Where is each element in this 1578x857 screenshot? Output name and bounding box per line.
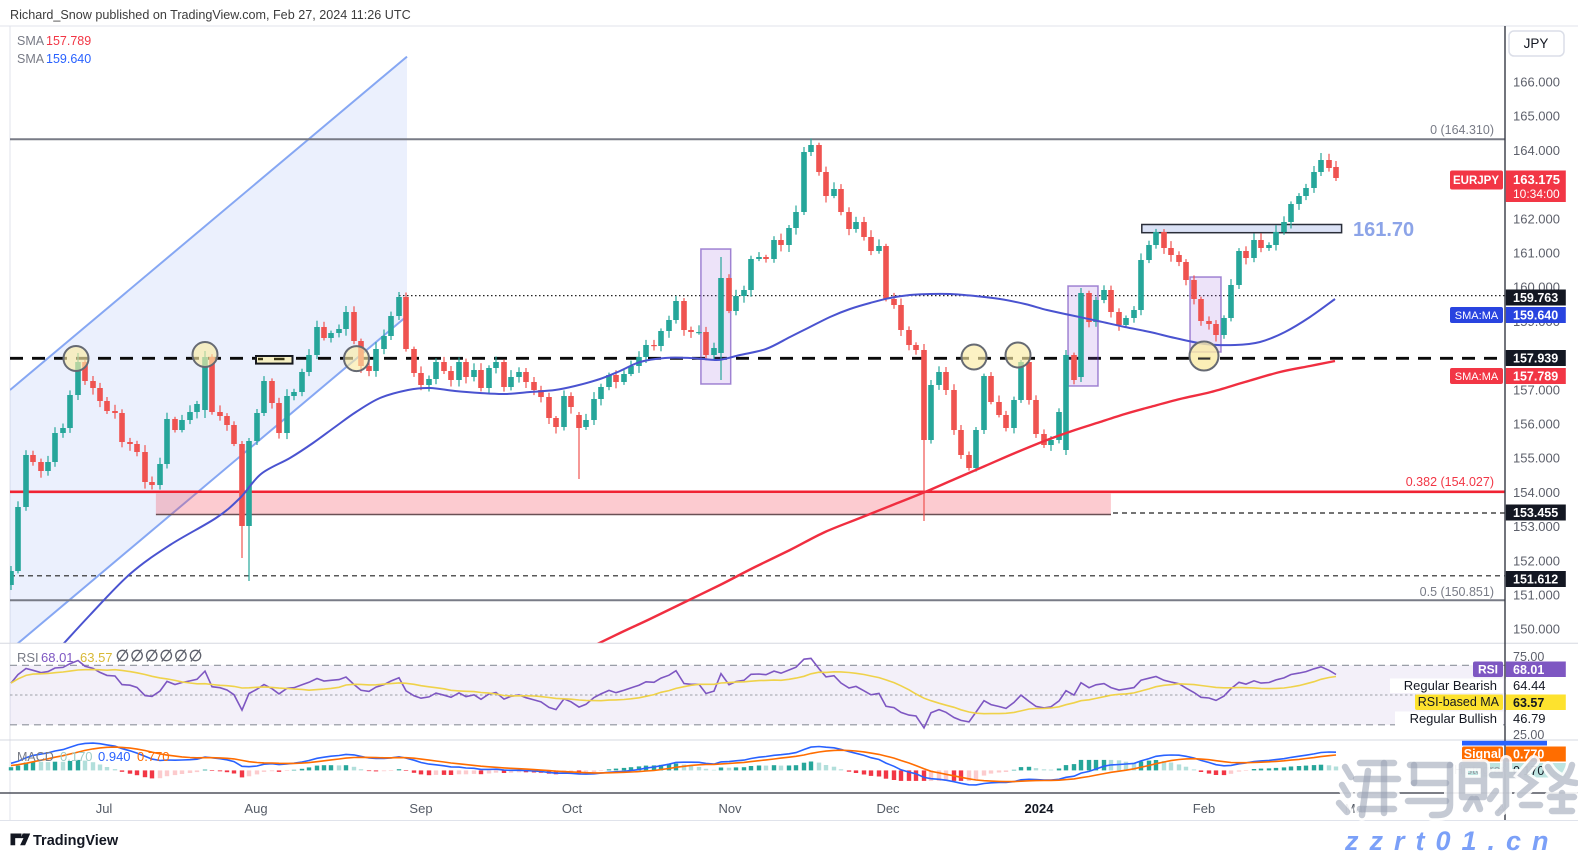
svg-text:68.01: 68.01 bbox=[41, 650, 74, 665]
svg-text:161.70: 161.70 bbox=[1353, 219, 1414, 241]
svg-text:Nov: Nov bbox=[718, 801, 742, 816]
svg-text:46.79: 46.79 bbox=[1513, 711, 1546, 726]
svg-text:159.763: 159.763 bbox=[1513, 291, 1558, 305]
svg-text:Jul: Jul bbox=[96, 801, 113, 816]
svg-text:64.44: 64.44 bbox=[1513, 678, 1546, 693]
svg-text:RSI-based MA: RSI-based MA bbox=[1418, 695, 1500, 709]
svg-text:68.01: 68.01 bbox=[1513, 663, 1544, 677]
svg-text:0 (164.310): 0 (164.310) bbox=[1430, 123, 1494, 137]
svg-text:SMA:MA: SMA:MA bbox=[1455, 371, 1499, 383]
svg-text:161.000: 161.000 bbox=[1513, 246, 1560, 261]
svg-text:164.000: 164.000 bbox=[1513, 143, 1560, 158]
svg-text:SMA: SMA bbox=[17, 34, 45, 48]
svg-text:63.57: 63.57 bbox=[1513, 696, 1544, 710]
svg-text:Signal: Signal bbox=[1464, 747, 1502, 761]
svg-text:150.000: 150.000 bbox=[1513, 622, 1560, 637]
svg-text:Richard_Snow published on Trad: Richard_Snow published on TradingView.co… bbox=[10, 8, 411, 22]
svg-text:Feb: Feb bbox=[1193, 801, 1215, 816]
svg-text:63.57: 63.57 bbox=[80, 650, 113, 665]
svg-text:166.000: 166.000 bbox=[1513, 75, 1560, 90]
svg-text:165.000: 165.000 bbox=[1513, 109, 1560, 124]
svg-text:TradingView: TradingView bbox=[33, 833, 119, 849]
svg-text:Regular Bearish: Regular Bearish bbox=[1404, 678, 1497, 693]
svg-text:MACD: MACD bbox=[17, 750, 54, 764]
svg-text:2024: 2024 bbox=[1025, 801, 1055, 816]
svg-text:75.00: 75.00 bbox=[1513, 650, 1544, 664]
svg-text:157.939: 157.939 bbox=[1513, 352, 1558, 366]
svg-text:155.000: 155.000 bbox=[1513, 451, 1560, 466]
svg-text:Aug: Aug bbox=[244, 801, 267, 816]
svg-text:154.000: 154.000 bbox=[1513, 485, 1560, 500]
svg-text:0.940: 0.940 bbox=[98, 749, 131, 764]
svg-text:0.382 (154.027): 0.382 (154.027) bbox=[1406, 475, 1494, 489]
svg-text:153.455: 153.455 bbox=[1513, 506, 1558, 520]
svg-text:25.00: 25.00 bbox=[1513, 728, 1544, 742]
svg-text:SMA: SMA bbox=[17, 52, 45, 66]
svg-text:JPY: JPY bbox=[1524, 36, 1549, 51]
svg-text:151.000: 151.000 bbox=[1513, 588, 1560, 603]
svg-text:159.640: 159.640 bbox=[1513, 309, 1558, 323]
svg-text:153.000: 153.000 bbox=[1513, 519, 1560, 534]
svg-text:EURJPY: EURJPY bbox=[1453, 175, 1499, 187]
svg-text:0.770: 0.770 bbox=[137, 749, 170, 764]
svg-text:Regular Bullish: Regular Bullish bbox=[1410, 711, 1497, 726]
svg-text:151.612: 151.612 bbox=[1513, 573, 1558, 587]
svg-text:10:34:00: 10:34:00 bbox=[1513, 187, 1560, 201]
svg-text:Oct: Oct bbox=[562, 801, 583, 816]
svg-text:152.000: 152.000 bbox=[1513, 553, 1560, 568]
svg-text:157.789: 157.789 bbox=[46, 34, 91, 48]
svg-text:157.000: 157.000 bbox=[1513, 382, 1560, 397]
svg-text:RSI: RSI bbox=[1478, 663, 1498, 677]
svg-text:157.789: 157.789 bbox=[1513, 370, 1558, 384]
svg-text:163.175: 163.175 bbox=[1513, 172, 1560, 187]
svg-text:SMA:MA: SMA:MA bbox=[1455, 310, 1499, 322]
svg-text:0.170: 0.170 bbox=[60, 749, 93, 764]
svg-text:156.000: 156.000 bbox=[1513, 417, 1560, 432]
svg-text:zzrt01.cn: zzrt01.cn bbox=[1344, 826, 1560, 856]
svg-text:Sep: Sep bbox=[409, 801, 432, 816]
svg-text:159.640: 159.640 bbox=[46, 52, 91, 66]
svg-text:RSI: RSI bbox=[17, 650, 39, 665]
svg-text:Dec: Dec bbox=[876, 801, 900, 816]
svg-text:0.5 (150.851): 0.5 (150.851) bbox=[1420, 585, 1494, 599]
svg-text:162.000: 162.000 bbox=[1513, 211, 1560, 226]
